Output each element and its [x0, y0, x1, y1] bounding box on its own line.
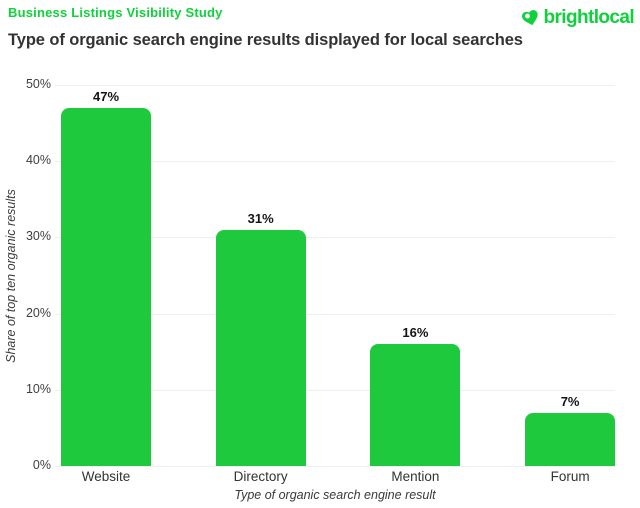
- bar: [215, 229, 306, 466]
- gridline: [55, 313, 615, 315]
- x-category-label: Directory: [233, 469, 288, 484]
- x-category-label: Mention: [391, 469, 440, 484]
- bar: [525, 412, 616, 466]
- x-axis-title: Type of organic search engine result: [234, 488, 436, 502]
- bar-value-label: 31%: [247, 210, 274, 226]
- bar-value-label: 16%: [402, 325, 429, 341]
- gridline: [55, 237, 615, 239]
- y-tick-label: 0%: [32, 458, 51, 472]
- y-tick-label: 40%: [25, 153, 51, 168]
- bar-value-label: 47%: [92, 88, 120, 104]
- bar: [370, 344, 461, 466]
- gridline: [55, 161, 615, 163]
- gridline: [55, 389, 615, 391]
- heart-pin-icon: [521, 8, 540, 28]
- y-axis-title: Share of top ten organic results: [4, 189, 18, 363]
- x-category-label: Website: [81, 469, 131, 484]
- x-category-label: Forum: [550, 469, 590, 484]
- gridline: [55, 466, 615, 467]
- y-tick-label: 50%: [25, 77, 51, 91]
- brightlocal-logo: brightlocal: [521, 7, 635, 29]
- bar: [61, 107, 151, 466]
- y-tick-label: 30%: [25, 229, 51, 244]
- report-kicker: Business Listings Visibility Study: [8, 5, 223, 20]
- y-tick-label: 20%: [25, 305, 51, 320]
- bar-value-label: 7%: [560, 393, 580, 409]
- plot-area: 47% 31% 16% 7%: [55, 85, 616, 467]
- y-tick-label: 10%: [25, 381, 51, 396]
- chart-title: Type of organic search engine results di…: [8, 31, 523, 49]
- gridline: [55, 85, 615, 86]
- brightlocal-wordmark: brightlocal: [543, 7, 634, 28]
